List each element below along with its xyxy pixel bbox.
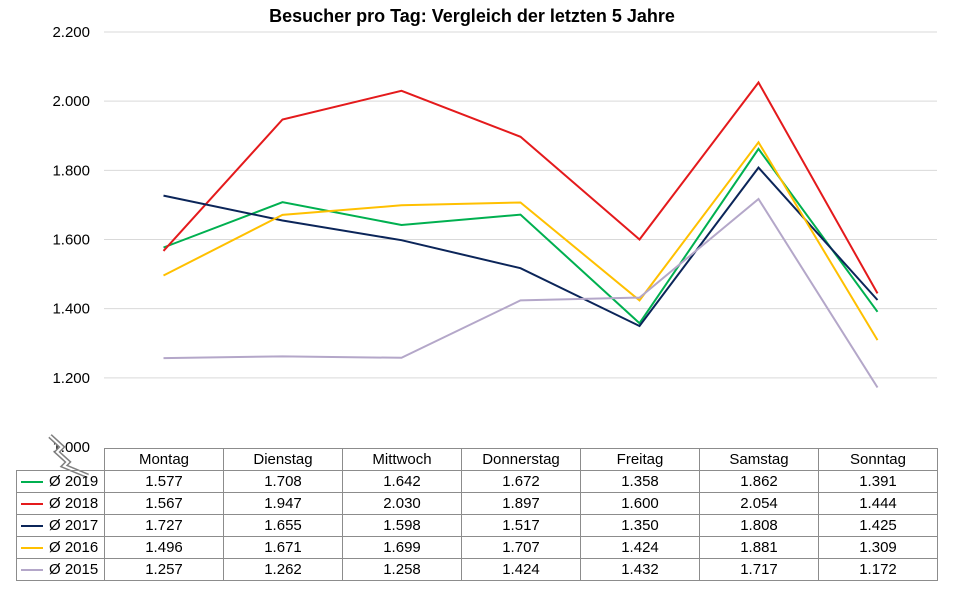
data-value-cell: 1.424 [580,536,700,559]
data-value-cell: 1.172 [818,558,938,581]
category-label: Donnerstag [461,448,581,471]
table-row: Ø 2018 1.567 1.947 2.030 1.897 1.600 2.054 1.44… [16,492,938,515]
data-value-cell: 1.258 [342,558,462,581]
legend-key-icon [21,547,43,550]
data-value-cell: 1.350 [580,514,700,537]
series-line-0 [163,147,879,325]
data-value-cell: 1.699 [342,536,462,559]
category-label: Montag [104,448,224,471]
data-value-cell: 1.309 [818,536,938,559]
data-value-cell: 1.432 [580,558,700,581]
data-value-cell: 1.727 [104,514,224,537]
data-value-cell: 1.947 [223,492,343,515]
data-value-cell: 1.881 [699,536,819,559]
series-legend-entry: Ø 2017 [16,514,105,537]
y-tick-label: 1.200 [52,370,90,387]
y-tick-label: 1.800 [52,162,90,179]
data-value-cell: 1.672 [461,470,581,493]
table-row: Ø 2017 1.727 1.655 1.598 1.517 1.350 1.808 1.42… [16,514,938,537]
category-label: Sonntag [818,448,938,471]
data-value-cell: 2.054 [699,492,819,515]
data-value-cell: 1.808 [699,514,819,537]
data-table: Montag Dienstag Mittwoch Donnerstag Frei… [16,448,938,581]
legend-key-icon [21,481,43,484]
chart-title: Besucher pro Tag: Vergleich der letzten … [269,6,675,26]
data-value-cell: 1.671 [223,536,343,559]
data-value-cell: 1.444 [818,492,938,515]
series-legend-entry: Ø 2015 [16,558,105,581]
y-tick-label: 1.400 [52,301,90,318]
data-value-cell: 1.862 [699,470,819,493]
table-row: Ø 2019 1.577 1.708 1.642 1.672 1.358 1.862 1.39… [16,470,938,493]
series-line-4 [163,197,879,389]
series-legend-entry: Ø 2018 [16,492,105,515]
legend-key-icon [21,503,43,506]
y-tick-label: 2.200 [52,24,90,41]
category-label: Samstag [699,448,819,471]
data-value-cell: 1.358 [580,470,700,493]
data-value-cell: 1.600 [580,492,700,515]
data-value-cell: 1.424 [461,558,581,581]
data-value-cell: 1.655 [223,514,343,537]
data-value-cell: 1.262 [223,558,343,581]
series-line-3 [163,140,879,341]
data-value-cell: 1.567 [104,492,224,515]
data-value-cell: 1.897 [461,492,581,515]
category-label: Dienstag [223,448,343,471]
legend-key-icon [21,525,43,528]
series-name: Ø 2019 [49,473,99,490]
data-value-cell: 1.257 [104,558,224,581]
y-tick-label: 1.600 [52,232,90,249]
series-name: Ø 2015 [49,561,99,578]
data-value-cell: 2.030 [342,492,462,515]
series-name: Ø 2018 [49,495,99,512]
series-line-2 [163,166,879,328]
data-value-cell: 1.708 [223,470,343,493]
data-value-cell: 1.717 [699,558,819,581]
series-lines [162,80,879,389]
data-value-cell: 1.391 [818,470,938,493]
table-row: Ø 2016 1.496 1.671 1.699 1.707 1.424 1.881 1.30… [16,536,938,559]
table-row: Ø 2015 1.257 1.262 1.258 1.424 1.432 1.717 1.17… [16,558,938,581]
category-label: Mittwoch [342,448,462,471]
data-value-cell: 1.496 [104,536,224,559]
data-value-cell: 1.425 [818,514,938,537]
gridlines [104,31,937,379]
series-line-1 [162,80,879,294]
series-name: Ø 2016 [49,539,99,556]
data-value-cell: 1.707 [461,536,581,559]
data-value-cell: 1.577 [104,470,224,493]
legend-key-icon [21,569,43,572]
table-header-row: Montag Dienstag Mittwoch Donnerstag Frei… [16,448,938,471]
series-legend-entry: Ø 2019 [16,470,105,493]
data-value-cell: 1.642 [342,470,462,493]
series-legend-entry: Ø 2016 [16,536,105,559]
category-label: Freitag [580,448,700,471]
y-tick-label: 2.000 [52,93,90,110]
data-value-cell: 1.517 [461,514,581,537]
data-value-cell: 1.598 [342,514,462,537]
series-name: Ø 2017 [49,517,99,534]
table-corner [16,448,105,471]
